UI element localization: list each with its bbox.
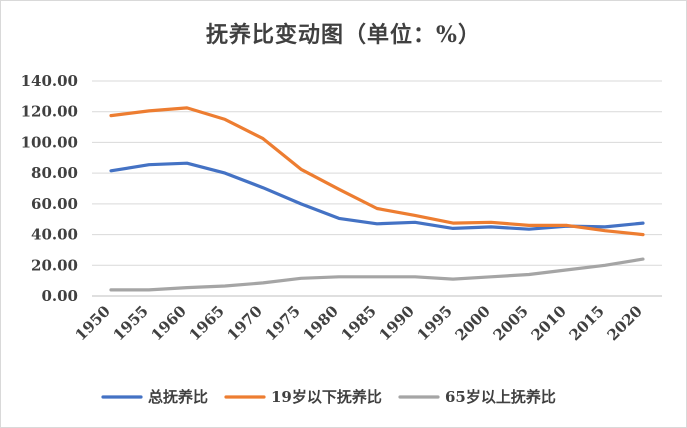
x-axis-tick-labels: 1950195519601965197019751980198519901995… (72, 302, 646, 344)
legend-label: 19岁以下抚养比 (271, 388, 382, 406)
x-tick-label: 2005 (490, 302, 532, 344)
x-tick-label: 1995 (414, 302, 456, 344)
x-tick-label: 2020 (604, 302, 646, 344)
y-tick-label: 80.00 (31, 164, 78, 182)
y-tick-label: 140.00 (21, 72, 78, 90)
x-tick-label: 1970 (224, 302, 266, 344)
series-line-1 (109, 106, 645, 237)
y-tick-label: 40.00 (31, 226, 78, 244)
x-tick-label: 1955 (110, 302, 152, 344)
legend: 总抚养比 19岁以下抚养比 65岁以上抚养比 (101, 388, 556, 406)
y-tick-label: 120.00 (21, 103, 78, 121)
x-tick-label: 1960 (148, 302, 190, 344)
series-line-0 (109, 161, 645, 231)
x-tick-label: 2000 (452, 302, 494, 344)
x-tick-label: 1965 (186, 302, 228, 344)
legend-label: 65岁以上抚养比 (445, 388, 556, 406)
series-lines (109, 106, 645, 292)
x-tick-label: 1980 (300, 302, 342, 344)
x-tick-label: 2010 (528, 302, 570, 344)
x-tick-label: 1975 (262, 302, 304, 344)
x-tick-label: 1950 (72, 302, 114, 344)
x-tick-label: 1985 (338, 302, 380, 344)
legend-label: 总抚养比 (148, 388, 208, 406)
chart-title: 抚养比变动图（单位：%） (206, 22, 481, 48)
y-tick-label: 60.00 (31, 195, 78, 213)
x-tick-label: 1990 (376, 302, 418, 344)
y-tick-label: 20.00 (31, 256, 78, 274)
y-axis-tick-labels: 0.00 20.00 40.00 60.00 80.00 100.00 120.00 140.… (21, 72, 78, 305)
series-line-2 (109, 257, 645, 292)
y-tick-label: 0.00 (41, 287, 78, 305)
gridlines (92, 80, 662, 297)
x-tick-label: 2015 (566, 302, 608, 344)
y-tick-label: 100.00 (21, 133, 78, 151)
